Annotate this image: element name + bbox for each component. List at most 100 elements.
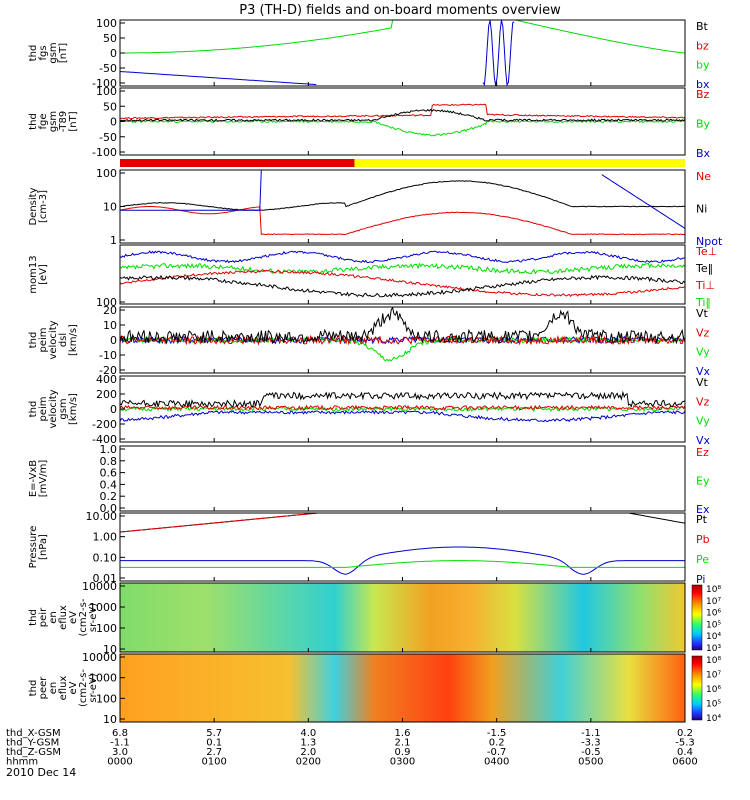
ephemeris-value: -0.5: [581, 747, 601, 758]
ephemeris-row-label: hhmm: [6, 757, 38, 768]
series-line: [119, 262, 686, 275]
series-line: [119, 512, 686, 533]
legend-entry: Vz: [696, 395, 710, 408]
ephemeris-value: 0000: [107, 757, 132, 768]
legend-entry: Vx: [696, 434, 711, 447]
y-tick-label: 10: [103, 319, 117, 332]
panel-frame: [119, 19, 686, 87]
y-axis-label: -T89: [58, 111, 69, 133]
y-tick-label: 0.2: [100, 490, 118, 503]
y-axis-label: [cm-3]: [38, 190, 49, 223]
legend-entry: Te⊥: [695, 245, 717, 258]
ephemeris-value: 2.7: [206, 747, 222, 758]
y-axis-label: Pressure: [28, 526, 39, 569]
y-axis-label: thd: [28, 609, 39, 626]
y-axis-label: peim: [38, 327, 49, 352]
ephemeris-value: 5.7: [206, 728, 222, 739]
legend-entry: Bt: [696, 20, 709, 33]
y-axis-label: mom13: [28, 255, 39, 293]
y-tick-label: 10: [103, 713, 117, 726]
y-tick-label: 1.0: [100, 443, 118, 456]
legend-entry: Ex: [696, 503, 710, 516]
colorbar: [691, 655, 703, 721]
ephemeris-row-label: thd_X-GSM: [6, 728, 61, 739]
series-line: [119, 405, 686, 413]
ephemeris-value: -3.3: [581, 738, 601, 749]
series-line: [120, 169, 686, 229]
y-axis-label: velocity: [48, 389, 59, 428]
y-tick-label: -200: [92, 418, 117, 431]
colorbar: [691, 584, 703, 651]
colorbar-label: 10⁴: [706, 714, 721, 724]
date-label: 2010 Dec 14: [6, 766, 76, 779]
y-tick-label: 50: [103, 32, 117, 45]
ephemeris-value: 0400: [484, 757, 509, 768]
y-tick-label: -400: [92, 433, 117, 446]
ephemeris-value: 0.2: [677, 728, 693, 739]
y-tick-label: 100: [96, 167, 117, 180]
legend-entry: bz: [696, 39, 709, 52]
panel: 100 50 0 -50 -100 thd fge gsm -T89 [nT] Bz By Bx: [28, 85, 711, 160]
y-axis-label: thd: [28, 45, 39, 62]
y-tick-label: 50: [103, 100, 117, 113]
y-tick-label: 0: [110, 47, 117, 60]
y-tick-label: 10: [103, 643, 117, 656]
panel-frame: [119, 512, 686, 582]
ephemeris-value: 4.0: [300, 728, 316, 739]
colorbar-label: 10⁵: [706, 700, 721, 710]
y-axis-label: thd: [28, 113, 39, 130]
y-axis-label: [km/s]: [68, 393, 79, 425]
y-axis-label: [km/s]: [68, 324, 79, 356]
series-line: [120, 19, 686, 54]
panel: 100 mom13 [eV] Te⊥ Te‖ Ti⊥ Ti‖: [28, 244, 717, 309]
series-line: [119, 20, 515, 87]
ephemeris-row-label: thd_Z-GSM: [6, 747, 61, 758]
legend-entry: Ti‖: [695, 296, 711, 309]
y-axis-label: sr-eV): [88, 673, 99, 702]
y-tick-label: 0.01: [93, 572, 118, 585]
y-axis-label: [nT]: [58, 43, 69, 63]
series-line: [120, 546, 685, 575]
colorbar-label: 10⁷: [706, 671, 721, 681]
panel-frame: [119, 445, 686, 512]
y-tick-label: -100: [92, 77, 117, 90]
series-line: [119, 409, 686, 423]
series-line: [119, 306, 686, 345]
ephemeris-value: 6.8: [112, 728, 128, 739]
legend-entry: Vy: [696, 346, 710, 359]
ephemeris-value: -5.3: [675, 738, 695, 749]
ephemeris-value: 2.1: [395, 738, 411, 749]
y-tick-label: 100: [96, 296, 117, 309]
y-axis-label: peim: [38, 396, 49, 421]
y-tick-label: 0: [110, 116, 117, 129]
y-axis-label: velocity: [48, 320, 59, 359]
legend-entry: Pt: [696, 513, 708, 526]
ephemeris-value: 0.2: [489, 738, 505, 749]
ephemeris-value: -0.7: [487, 747, 507, 758]
y-axis-label: gsm: [58, 398, 69, 419]
series-line: [119, 108, 686, 122]
ephemeris-value: 0500: [578, 757, 603, 768]
panel: 20 10 0 -10 -20 thd peim velocity dsl [km/s] Vt Vz V…: [28, 304, 711, 378]
ephemeris-value: 0600: [672, 757, 697, 768]
spectrogram: [120, 583, 685, 652]
ephemeris-table: thd_X-GSM 6.8 5.7 4.0 1.6 -1.5 -1.1 0.2 thd_Y-GS…: [6, 728, 698, 768]
series-line: [119, 206, 686, 236]
y-axis-label: dsl: [58, 333, 69, 347]
y-axis-label: en: [48, 682, 59, 695]
ephemeris-value: 2.0: [300, 747, 316, 758]
legend-entry: Pi: [696, 573, 705, 586]
legend-entry: By: [696, 118, 711, 131]
panel: 1.00.80.60.40.20.0 E=-VxB [mV/m] Ez Ey Ex: [28, 443, 710, 516]
series-line: [119, 250, 686, 264]
y-tick-label: 100: [96, 692, 117, 705]
series-line: [119, 269, 686, 298]
y-axis-label: [nT]: [68, 111, 79, 131]
y-tick-label: 0.6: [100, 467, 118, 480]
legend-entry: Pb: [696, 533, 710, 546]
ephemeris-value: 0300: [390, 757, 415, 768]
panel: 100 10 1 Density [cm-3] Ne Ni Npot: [28, 167, 723, 248]
y-tick-label: 1: [110, 234, 117, 247]
